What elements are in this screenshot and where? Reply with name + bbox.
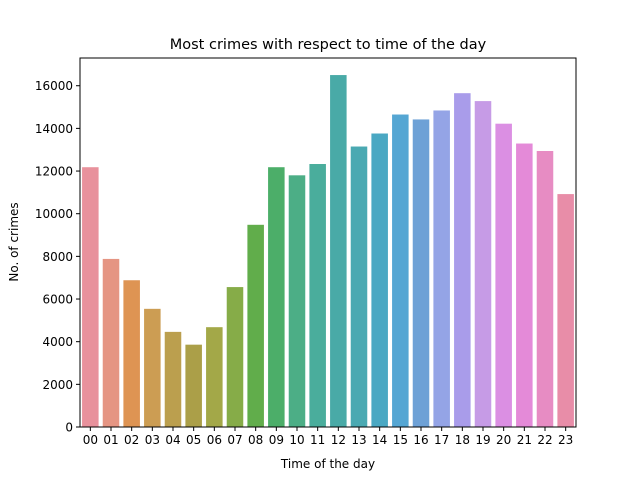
x-tick-label-22: 22 <box>537 433 552 447</box>
bar-05 <box>185 344 202 427</box>
bar-18 <box>454 93 471 427</box>
x-tick-label-14: 14 <box>372 433 387 447</box>
bar-17 <box>433 110 450 427</box>
bar-00 <box>82 167 99 427</box>
plot-frame <box>79 57 577 428</box>
bar-22 <box>536 151 554 427</box>
x-tick-label-08: 08 <box>248 433 263 447</box>
bar-10 <box>288 175 306 427</box>
bar-16 <box>412 119 430 428</box>
x-axis-label: Time of the day <box>280 457 375 471</box>
bar-15 <box>392 114 409 428</box>
y-tick-label-16000: 16000 <box>35 79 73 93</box>
x-tick-label-19: 19 <box>475 433 490 447</box>
bar-23 <box>557 194 574 427</box>
x-tick-label-20: 20 <box>496 433 511 447</box>
y-axis-ticks: 0 2000 4000 6000 8000 10000 12000 14000 16000 <box>35 79 80 435</box>
x-tick-label-13: 13 <box>351 433 366 447</box>
y-tick-label-8000: 8000 <box>42 250 73 264</box>
x-tick-label-15: 15 <box>393 433 408 447</box>
x-tick-label-09: 09 <box>269 433 284 447</box>
bar-03 <box>144 308 161 427</box>
y-tick-label-0: 0 <box>65 421 73 435</box>
x-tick-label-05: 05 <box>186 433 201 447</box>
y-tick-label-14000: 14000 <box>35 122 73 136</box>
bar-09 <box>268 167 285 427</box>
x-tick-label-00: 00 <box>83 433 98 447</box>
x-tick-label-02: 02 <box>124 433 139 447</box>
y-tick-label-12000: 12000 <box>35 165 73 179</box>
bar-13 <box>350 146 368 427</box>
x-tick-label-06: 06 <box>207 433 222 447</box>
bar-01 <box>102 258 120 427</box>
x-tick-label-01: 01 <box>103 433 118 447</box>
x-tick-label-07: 07 <box>227 433 242 447</box>
y-axis-label: No. of crimes <box>7 202 21 281</box>
bar-06 <box>206 327 223 427</box>
y-tick-label-6000: 6000 <box>42 293 73 307</box>
y-tick-label-2000: 2000 <box>42 378 73 392</box>
bar-11 <box>309 164 326 427</box>
bar-02 <box>123 280 140 427</box>
bar-12 <box>330 75 347 427</box>
x-tick-label-23: 23 <box>558 433 573 447</box>
bar-20 <box>495 123 512 427</box>
x-tick-label-17: 17 <box>434 433 449 447</box>
x-tick-label-10: 10 <box>289 433 304 447</box>
bar-21 <box>516 143 533 427</box>
y-tick-label-4000: 4000 <box>42 335 73 349</box>
bar-19 <box>474 101 492 427</box>
y-tick-label-10000: 10000 <box>35 207 73 221</box>
bars-group <box>82 75 574 428</box>
x-tick-label-03: 03 <box>145 433 160 447</box>
bar-04 <box>164 331 182 427</box>
bar-08 <box>247 224 264 427</box>
x-tick-label-11: 11 <box>310 433 325 447</box>
x-axis-ticks: 00 01 02 03 04 05 06 07 08 09 10 11 12 13 14 15 16 17 18 19… <box>83 427 573 447</box>
x-tick-label-12: 12 <box>331 433 346 447</box>
x-tick-label-18: 18 <box>455 433 470 447</box>
x-tick-label-16: 16 <box>413 433 428 447</box>
bar-14 <box>371 133 388 427</box>
x-tick-label-21: 21 <box>517 433 532 447</box>
chart-title: Most crimes with respect to time of the … <box>170 37 487 53</box>
x-tick-label-04: 04 <box>165 433 180 447</box>
bar-07 <box>226 287 244 427</box>
